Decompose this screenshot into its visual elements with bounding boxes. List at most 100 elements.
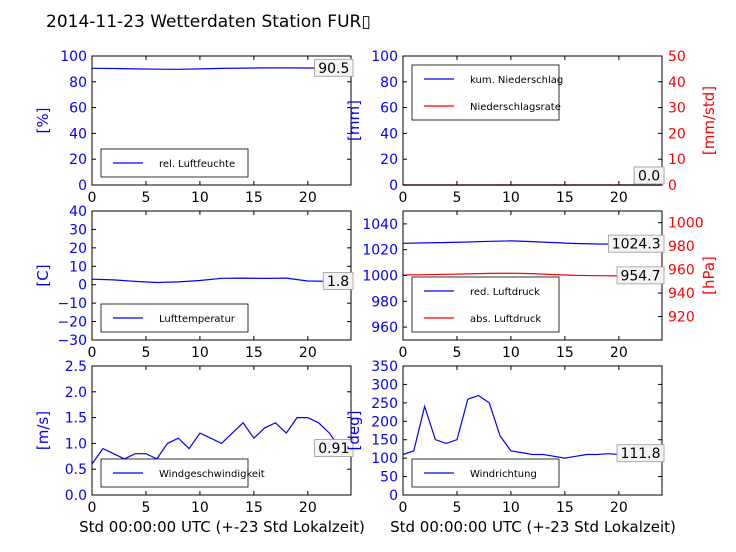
legend-label: rel. Luftfeuchte [159, 159, 235, 170]
last-value-label-box [616, 444, 665, 463]
y-tick-label: 1000 [362, 269, 398, 285]
y-axis-label: [deg] [345, 411, 363, 451]
x-tick-label: 20 [299, 345, 317, 361]
y2-tick-label: 0 [668, 178, 677, 194]
y-tick-label: −30 [57, 333, 87, 349]
panel-humidity: 0 5 10 15 20 0 20 40 60 80 100 [%] 90.5 rel. Luftfeuc… [34, 49, 354, 206]
y-tick-label: 1.5 [65, 411, 87, 427]
x-tick-label: 0 [88, 500, 97, 516]
y-tick-label: 100 [60, 49, 87, 65]
x-tick-label: 10 [191, 500, 209, 516]
y-tick-label: 0 [389, 488, 398, 504]
figure-title: 2014-11-23 Wetterdaten Station FUR▯ [46, 12, 371, 32]
y-tick-label: 40 [69, 204, 87, 220]
last-value-label-box [322, 271, 354, 290]
y2-axis-label: [mm/std] [700, 86, 718, 155]
y-tick-label: 0 [389, 178, 398, 194]
legend: red. Luftdruck abs. Luftdruck [411, 276, 560, 333]
y-tick-label: 980 [371, 294, 398, 310]
last-value-label-2: 954.7 [620, 268, 660, 284]
y-tick-label: 0 [78, 278, 87, 294]
last-value-label: 1.8 [327, 274, 349, 290]
y2-tick-label: 20 [668, 126, 686, 142]
y-tick-label: 80 [380, 75, 398, 91]
y-tick-label: 0.5 [65, 462, 87, 478]
y-tick-label: 20 [69, 152, 87, 168]
panel-wind-direction: 0 5 10 15 20050100150200250300350[deg]111.8W… [345, 359, 665, 516]
legend-frame [411, 276, 560, 333]
x-tick-label: 15 [556, 500, 574, 516]
y2-tick-label: 980 [668, 239, 695, 255]
last-value-label: 111.8 [620, 446, 660, 462]
x-tick-label: 0 [399, 500, 408, 516]
y-axis-label: [mm] [345, 100, 363, 141]
plot-frame [402, 365, 663, 496]
y-tick-label: 30 [69, 222, 87, 238]
x-axis-label-left: Std 00:00:00 UTC (+-23 Std Lokalzeit) [79, 518, 365, 536]
x-axis-label-right: Std 00:00:00 UTC (+-23 Std Lokalzeit) [390, 518, 676, 536]
y-tick-label: 20 [380, 152, 398, 168]
x-tick-label: 10 [191, 190, 209, 206]
y-tick-label: 960 [371, 320, 398, 336]
x-tick-label: 10 [502, 500, 520, 516]
panel-temperature: 0 5 10 15 20 −30 −20 −10 0 10 20 30 40 [C] 1.8 Lufttemp… [34, 204, 354, 361]
plot-frame [91, 365, 352, 496]
x-tick-label: 0 [399, 190, 408, 206]
last-value-label-box [314, 58, 354, 77]
x-tick-label: 20 [610, 500, 628, 516]
legend-label: Lufttemperatur [159, 314, 236, 325]
last-value-label: 1024.3 [612, 237, 661, 253]
legend: Windrichtung [411, 458, 560, 488]
y-tick-label: 20 [69, 241, 87, 257]
y2-tick-label: 1000 [668, 216, 704, 232]
y-tick-label: 60 [69, 101, 87, 117]
x-tick-label: 0 [88, 190, 97, 206]
x-tick-label: 15 [556, 345, 574, 361]
y-axis-label: [%] [34, 108, 52, 134]
x-tick-label: 20 [299, 190, 317, 206]
x-tick-label: 15 [556, 190, 574, 206]
last-value-label-2: 0.0 [638, 169, 660, 185]
y-tick-label: 0 [78, 178, 87, 194]
legend-label: abs. Luftdruck [470, 314, 541, 325]
legend: rel. Luftfeuchte [100, 148, 249, 178]
legend-frame [100, 303, 249, 333]
last-value-label: 0.91 [318, 441, 349, 457]
y-tick-label: 1020 [362, 243, 398, 259]
y-tick-label: −20 [57, 315, 87, 331]
legend: kum. Niederschlag Niederschlagsrate [411, 64, 563, 121]
legend-frame [411, 64, 560, 121]
panel-precipitation: 0 5 10 15 20 0 20 40 60 80 100 0 10 20 30 40 50 [mm] [mm/s… [345, 49, 718, 206]
legend-label: Windgeschwindigkeit [159, 469, 265, 480]
y-tick-label: 40 [380, 126, 398, 142]
y-tick-label: 80 [69, 75, 87, 91]
panel-pressure: 0 5 10 15 20 960 980 1000 1020 1040 920 940 960 980 10… [362, 210, 718, 361]
series-line-windgeschwindigkeit [91, 417, 351, 465]
y2-tick-label: 920 [668, 310, 695, 326]
x-tick-label: 5 [141, 345, 150, 361]
x-tick-label: 0 [399, 345, 408, 361]
y-tick-label: 200 [371, 414, 398, 430]
y-tick-label: 2.0 [65, 385, 87, 401]
y2-axis-label: [hPa] [700, 256, 718, 295]
x-tick-label: 10 [502, 190, 520, 206]
x-tick-label: 5 [452, 345, 461, 361]
x-tick-label: 5 [141, 190, 150, 206]
x-tick-label: 20 [610, 190, 628, 206]
y-tick-label: 40 [69, 126, 87, 142]
y-tick-label: 100 [371, 451, 398, 467]
legend-label: Niederschlagsrate [470, 102, 561, 113]
x-tick-label: 5 [141, 500, 150, 516]
x-tick-label: 20 [299, 500, 317, 516]
x-tick-label: 15 [245, 345, 263, 361]
y-axis-label: [m/s] [34, 411, 52, 450]
panel-wind-speed: 0 5 10 15 20 0.0 0.5 1.0 1.5 2.0 2.5 [m/s] 0.91 Windg… [34, 359, 354, 516]
x-tick-label: 10 [191, 345, 209, 361]
y-tick-label: 2.5 [65, 359, 87, 375]
y-tick-label: 50 [380, 470, 398, 486]
y2-tick-label: 940 [668, 286, 695, 302]
y-tick-label: 150 [371, 433, 398, 449]
x-tick-label: 10 [502, 345, 520, 361]
last-value-label-box [608, 234, 665, 253]
